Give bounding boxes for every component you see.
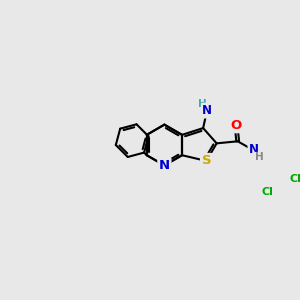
- Text: H: H: [198, 99, 207, 109]
- Text: N: N: [159, 159, 170, 172]
- Text: Cl: Cl: [262, 187, 274, 197]
- Text: N: N: [202, 104, 212, 117]
- Text: Cl: Cl: [289, 174, 300, 184]
- Text: H: H: [255, 152, 264, 162]
- Text: O: O: [230, 119, 242, 132]
- Text: S: S: [202, 154, 211, 167]
- Text: N: N: [249, 143, 259, 156]
